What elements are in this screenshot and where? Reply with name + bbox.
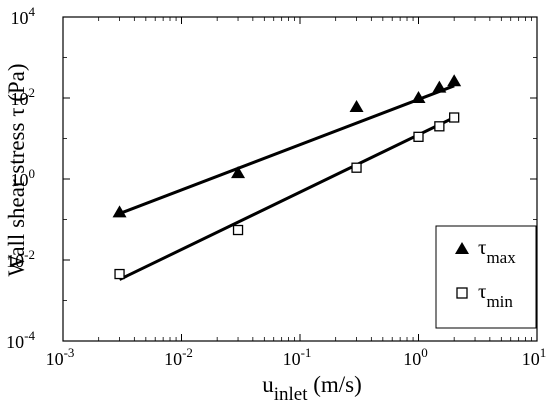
legend-marker-tau-max <box>455 242 469 254</box>
y-tick-label: 10-2 <box>6 247 35 271</box>
point-tau-max <box>432 80 447 93</box>
point-tau-max <box>447 74 462 87</box>
x-axis-label: uinlet (m/s) <box>262 372 362 405</box>
point-tau-min <box>114 268 125 280</box>
x-tick-label: 10-2 <box>164 345 193 369</box>
fit-line-min <box>118 116 455 281</box>
point-tau-min <box>351 162 362 173</box>
legend: τmax τmin <box>435 225 537 329</box>
point-tau-min <box>434 121 445 132</box>
x-tick-label: 10-1 <box>283 345 312 369</box>
axis-ticks <box>62 16 538 342</box>
point-tau-max <box>349 99 364 112</box>
y-tick-label: 10-4 <box>6 328 35 352</box>
y-axis-label: Wall shear stress τ (Pa) <box>4 63 29 276</box>
legend-box <box>435 225 537 329</box>
y-tick-label: 102 <box>11 85 36 109</box>
legend-label-tau-min: τmin <box>478 279 513 311</box>
y-tick-label: 100 <box>11 166 36 190</box>
fit-lines <box>118 84 455 281</box>
point-tau-max <box>112 205 127 218</box>
legend-label-tau-max: τmax <box>478 235 516 267</box>
tick-labels: 10-3 10-2 10-1 100 101 10-4 10-2 100 102 104 <box>6 4 546 369</box>
point-tau-max <box>231 166 246 179</box>
fit-line-max <box>119 84 455 215</box>
y-tick-label: 104 <box>11 4 36 28</box>
x-tick-label: 10-3 <box>46 345 75 369</box>
data-markers <box>112 74 462 280</box>
point-tau-max <box>411 91 426 103</box>
point-tau-min <box>449 112 460 123</box>
x-tick-label: 101 <box>522 345 547 369</box>
point-tau-min <box>232 224 244 236</box>
legend-marker-tau-min <box>456 287 468 299</box>
point-tau-min <box>413 131 424 142</box>
x-tick-label: 100 <box>403 345 428 369</box>
